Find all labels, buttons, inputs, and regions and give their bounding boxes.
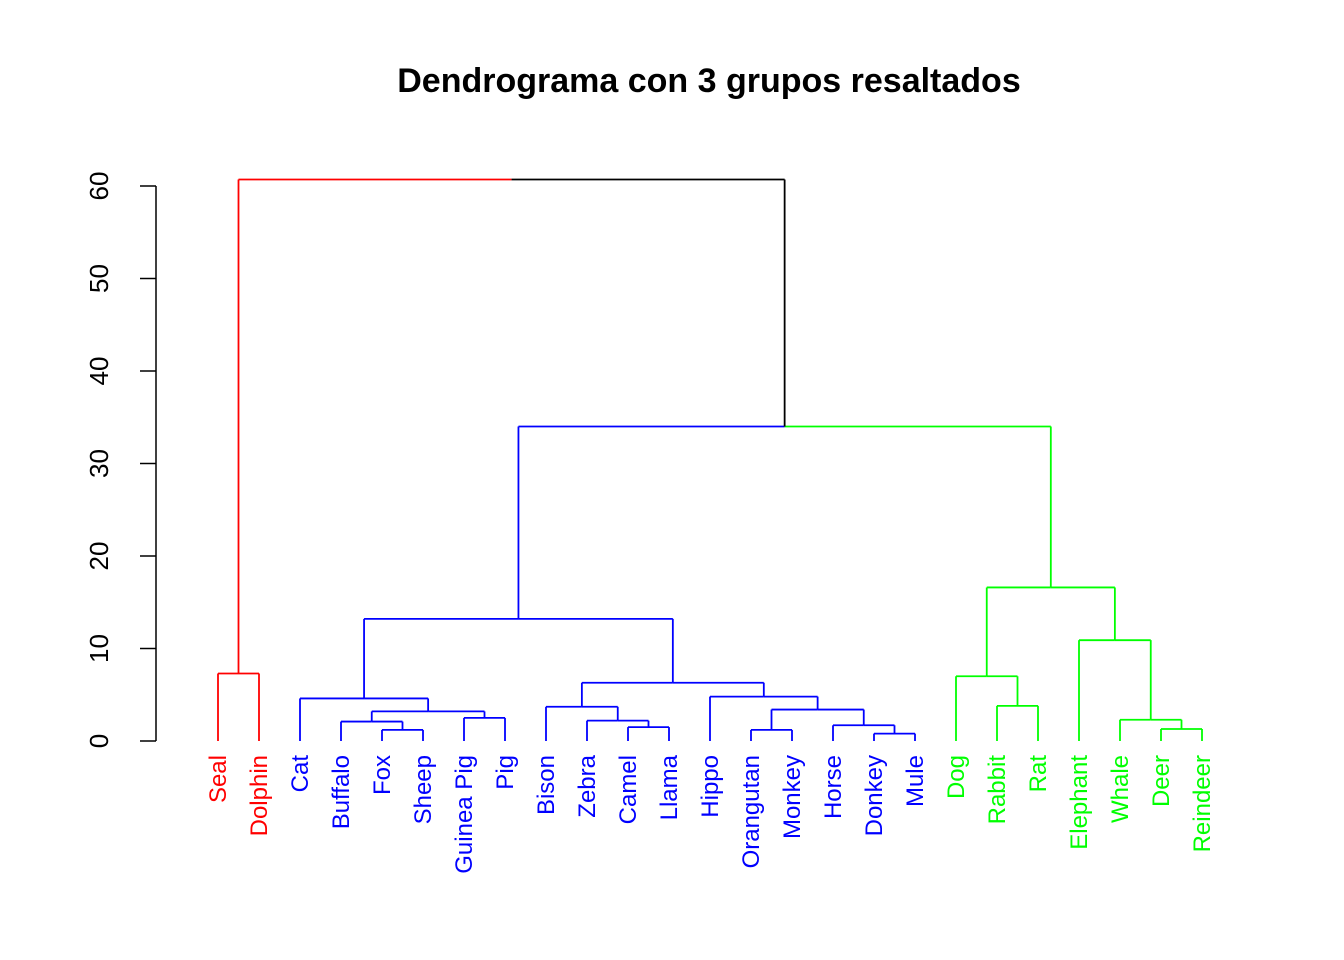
leaf-label-pig: Pig: [492, 755, 519, 790]
leaf-label-rabbit: Rabbit: [984, 755, 1011, 825]
leaf-label-monkey: Monkey: [779, 755, 806, 839]
leaf-label-orangutan: Orangutan: [738, 755, 765, 868]
leaf-label-llama: Llama: [656, 754, 683, 820]
leaf-label-fox: Fox: [369, 755, 396, 795]
leaf-label-cat: Cat: [287, 755, 314, 793]
leaf-label-sheep: Sheep: [410, 755, 437, 824]
leaf-label-dolphin: Dolphin: [246, 755, 273, 836]
leaf-label-elephant: Elephant: [1066, 755, 1093, 850]
y-tick-label-10: 10: [84, 634, 114, 663]
leaf-label-mule: Mule: [902, 755, 929, 807]
y-tick-label-40: 40: [84, 357, 114, 386]
leaf-label-guinea-pig: Guinea Pig: [451, 755, 478, 874]
leaf-label-rat: Rat: [1025, 755, 1052, 793]
dendrogram-tree: [217, 178, 1203, 741]
leaf-labels: Seal Dolphin Cat Buffalo Fox Sheep Guinea Pig P…: [205, 754, 1216, 873]
leaf-label-buffalo: Buffalo: [328, 755, 355, 829]
leaf-label-camel: Camel: [615, 755, 642, 824]
leaf-label-whale: Whale: [1107, 755, 1134, 823]
y-tick-label-60: 60: [84, 172, 114, 201]
y-tick-label-20: 20: [84, 542, 114, 571]
leaf-label-reindeer: Reindeer: [1189, 755, 1216, 852]
leaf-label-zebra: Zebra: [574, 754, 601, 817]
y-tick-label-30: 30: [84, 449, 114, 478]
leaf-label-deer: Deer: [1148, 755, 1175, 807]
leaf-label-hippo: Hippo: [697, 755, 724, 818]
leaf-label-bison: Bison: [533, 755, 560, 815]
y-tick-label-0: 0: [84, 734, 114, 748]
y-axis: 0 10 20 30 40 50 60: [84, 172, 157, 748]
leaf-label-seal: Seal: [205, 755, 232, 803]
leaf-label-donkey: Donkey: [861, 755, 888, 836]
chart-title: Dendrograma con 3 grupos resaltados: [397, 62, 1021, 100]
leaf-label-horse: Horse: [820, 755, 847, 819]
leaf-label-dog: Dog: [943, 755, 970, 799]
y-tick-label-50: 50: [84, 264, 114, 293]
